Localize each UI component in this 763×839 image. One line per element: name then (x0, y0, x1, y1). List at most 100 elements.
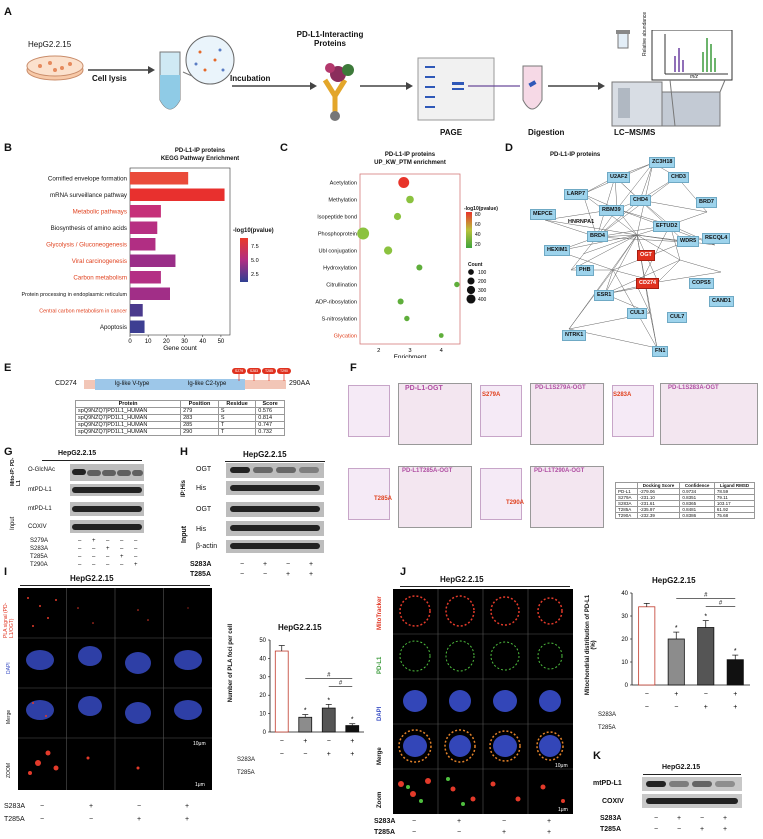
table-row: S283A -231.61 0.8365 103.17 (615, 500, 756, 507)
plot-frame (359, 173, 461, 345)
bar (130, 271, 161, 284)
ms-ylabel: Relative abundance (642, 11, 648, 56)
legend-colorbar (240, 238, 248, 282)
tick-label: 50 (218, 339, 225, 345)
i-sign: + (137, 816, 142, 823)
i-micrographs (18, 588, 212, 790)
h-group2-label: Input (181, 525, 188, 543)
cell: S (217, 414, 257, 422)
g-cond-s283a: S283A (30, 546, 49, 552)
kegg-legend-title: -log10(pvalue) (233, 228, 274, 234)
band (230, 506, 320, 512)
bar (130, 254, 176, 267)
site-s279: S279 (232, 368, 246, 374)
category-label: Hydroxylation (323, 266, 357, 272)
band (692, 781, 712, 787)
mut-label-s283a: S283A (613, 392, 632, 398)
significance-star: * (304, 708, 307, 715)
legend-tick: 40 (475, 232, 481, 238)
bracket-label: # (719, 601, 723, 607)
cell: T (217, 428, 257, 436)
j-micrographs (393, 589, 573, 814)
category-label: Isopeptide bond (317, 215, 357, 221)
condition-sign: + (350, 738, 354, 745)
i-chart-xrow-1: S283A (237, 757, 256, 763)
panel-label-i: I (4, 566, 8, 578)
cell: 75.68 (713, 512, 756, 519)
legend-tick: 2.5 (251, 272, 259, 278)
i-chart-xrow-2: T285A (237, 770, 255, 776)
cell: 0.747 (255, 421, 285, 429)
band (72, 469, 86, 475)
h-sign: − (240, 571, 245, 578)
condition-sign: + (733, 691, 737, 698)
site-t290: T290 (277, 368, 291, 374)
legend-tick: 7.5 (251, 244, 259, 250)
table-row: spQ9NZQ7|PD1L1_HUMAN 279 S 0.576 (74, 407, 285, 415)
cell: spQ9NZQ7|PD1L1_HUMAN (74, 407, 182, 415)
legend-size-dot (468, 269, 474, 275)
cell: spQ9NZQ7|PD1L1_HUMAN (74, 421, 182, 429)
category-label: Apoptosis (100, 324, 127, 331)
tick-label: 40 (199, 339, 206, 345)
h-cell-line: HepG2.2.15 (243, 450, 287, 459)
h-sign: + (309, 561, 314, 568)
k-row-coxiv: COXIV (602, 798, 624, 805)
i-sign: + (89, 803, 94, 810)
i-sign: − (40, 803, 45, 810)
i-chart-ylabel: Number of PLA foci per cell (228, 623, 234, 703)
condition-sign: − (704, 691, 708, 698)
k-sign: + (700, 826, 705, 833)
tick-label: 0 (128, 339, 132, 345)
table-row: spQ9NZQ7|PD1L1_HUMAN 285 T 0.747 (74, 421, 285, 429)
h-row-actin: β-actin (196, 543, 218, 550)
bar (130, 221, 158, 234)
bar (638, 606, 656, 686)
docking-structure-2 (480, 385, 522, 437)
node-phb: PHB (576, 265, 594, 276)
docking-zoom-1 (398, 383, 472, 445)
condition-sign: + (733, 704, 737, 710)
band (646, 781, 666, 787)
docking-score-table: Docking Score Confidence Ligand RMSD PD-… (615, 482, 756, 519)
legend-size-dot (466, 294, 476, 304)
g-cond-t290a: T290A (30, 562, 48, 568)
dot (384, 246, 393, 255)
dot (404, 315, 410, 322)
i-sign: − (40, 816, 45, 823)
band (646, 798, 738, 804)
dot (397, 298, 404, 305)
panel-label-j: J (400, 566, 407, 578)
bar (345, 725, 360, 733)
ptm-subtitle: UP_KW_PTM enrichment (374, 160, 446, 166)
node-rbm39: RBM39 (599, 205, 624, 216)
tick-label: 30 (259, 675, 266, 681)
panel-label-b: B (4, 142, 12, 154)
h-group1-label: IP:His (181, 479, 187, 497)
band (132, 470, 143, 476)
category-label: Carbon metabolism (73, 274, 127, 281)
cell: T290A (615, 512, 638, 519)
i-cell-line: HepG2.2.15 (70, 574, 114, 583)
cell: 0.814 (255, 414, 285, 422)
i-row-pla: PLA signal (PD-L1/OGT) (3, 602, 15, 638)
pla-foci-bar-chart: 0 10 20 30 40 50 − − * + − * − + * + + # # (259, 638, 364, 757)
category-label: Ubl conjugation (318, 249, 357, 255)
category-label: Glycolysis / Gluconeogenesis (46, 241, 127, 248)
node-zc3h18: ZC3H18 (649, 157, 676, 168)
k-cell-line: HepG2.2.15 (662, 764, 701, 771)
docking-zoom-4 (398, 466, 472, 528)
dot (406, 195, 414, 204)
j-sign: + (502, 829, 507, 836)
legend-size-label: 200 (478, 279, 487, 285)
significance-star: * (704, 614, 707, 621)
dot (454, 281, 460, 288)
x-axis-label: Gene count (163, 345, 197, 352)
h-sign: − (240, 561, 245, 568)
k-sign: + (723, 826, 728, 833)
node-esr1: ESR1 (594, 290, 615, 301)
i-sign: − (137, 803, 142, 810)
h-row-ogt: OGT (196, 466, 212, 473)
cell-line-label: HepG2.2.15 (28, 40, 72, 49)
band (72, 506, 142, 512)
